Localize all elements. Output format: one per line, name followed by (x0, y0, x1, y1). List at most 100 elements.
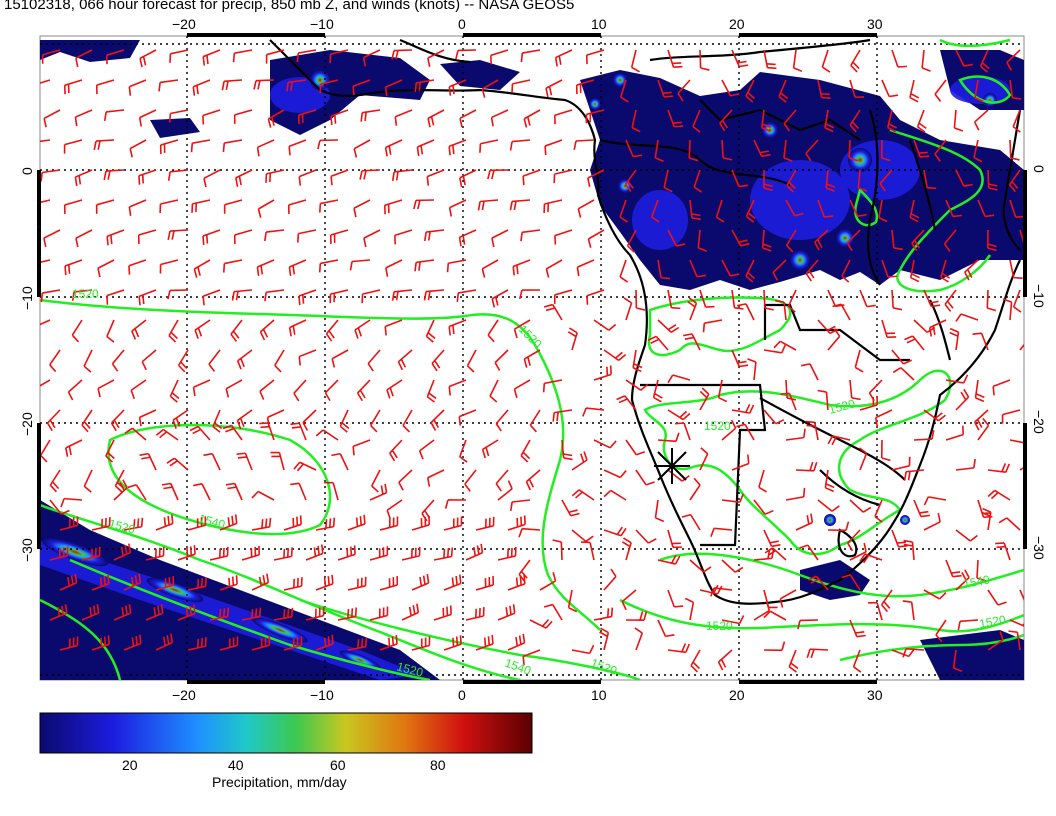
wind-barb (657, 432, 680, 443)
wind-barb (221, 79, 243, 91)
wind-barb (448, 139, 467, 156)
wind-barb (621, 537, 632, 561)
wind-barb (369, 483, 388, 501)
lon-labels-bottom: −20 −10 0 10 20 30 (172, 687, 883, 703)
wind-barb (731, 49, 749, 68)
wind-barb (957, 619, 979, 631)
wind-barb (571, 529, 594, 543)
wind-barb (935, 619, 947, 643)
wind-barb (259, 379, 275, 400)
wind-barb (159, 259, 179, 274)
wind-barb (455, 49, 477, 60)
lon-tick-label: 20 (729, 687, 745, 703)
lon-tick-label: −10 (310, 687, 334, 703)
wind-barb (758, 469, 768, 493)
wind-barb (554, 229, 573, 245)
wind-barb (553, 289, 573, 304)
wind-barb (977, 199, 995, 218)
wind-barb (481, 79, 499, 98)
wind-barb (849, 109, 861, 133)
wind-barb (352, 439, 371, 456)
wind-barb (507, 574, 526, 591)
wind-barb (634, 627, 644, 651)
wind-barb (456, 289, 477, 302)
wind-barb (731, 403, 755, 414)
wind-barb (138, 289, 157, 306)
wind-barb (448, 379, 467, 396)
wind-barb (475, 634, 494, 651)
wind-barb (331, 349, 349, 368)
wind-barb (296, 49, 317, 63)
contour-label: 1520 (72, 287, 99, 301)
wind-barb (208, 349, 221, 372)
wind-barb (124, 427, 147, 441)
wind-barb (187, 516, 207, 531)
wind-barb (955, 569, 970, 591)
wind-barb (202, 109, 221, 125)
wind-barb (356, 379, 371, 402)
wind-barb (75, 229, 93, 248)
wind-barb (283, 515, 302, 531)
wind-barb (625, 379, 649, 391)
wind-barb (849, 379, 861, 401)
wind-barb (849, 499, 872, 513)
wind-barb (49, 604, 68, 621)
wind-barb (430, 409, 445, 431)
wind-barb (398, 469, 413, 491)
wind-barb (616, 395, 637, 411)
wind-barb (446, 259, 467, 273)
wind-barb (944, 289, 957, 312)
wind-barb (40, 139, 51, 143)
wind-barb (319, 79, 339, 94)
wind-barb (402, 409, 413, 433)
wind-barb (902, 600, 915, 621)
wind-barb (83, 349, 93, 373)
wind-barb (394, 109, 413, 126)
wind-barb (259, 422, 275, 441)
wind-barb (923, 409, 946, 422)
wind-barb (187, 577, 207, 591)
wind-barb (903, 539, 915, 561)
wind-barb (667, 289, 681, 310)
wind-barb (155, 514, 174, 531)
wind-barb (423, 289, 445, 301)
wind-barb (137, 229, 157, 245)
wind-barb (128, 199, 147, 216)
wind-barb (553, 169, 573, 184)
wind-barb (518, 527, 541, 538)
wind-barb (475, 575, 495, 591)
wind-barb (603, 349, 627, 362)
wind-barb (934, 139, 947, 162)
wind-barb (582, 407, 605, 417)
wind-barb (425, 319, 436, 343)
wind-barb (792, 49, 803, 73)
height-contours (40, 38, 1024, 680)
wind-barb (795, 461, 818, 472)
wind-barb (859, 289, 876, 308)
wind-barb (361, 289, 381, 304)
contour-label: 1520 (395, 659, 425, 680)
wind-barb (945, 425, 964, 441)
wind-barb (625, 139, 643, 158)
wind-barb (1019, 343, 1024, 351)
wind-barb (270, 451, 285, 471)
wind-barb (394, 229, 413, 245)
wind-barb (40, 79, 51, 84)
lat-labels-left: 0 −10 −20 −30 (19, 167, 35, 562)
lat-tick-label: −20 (19, 412, 35, 436)
wind-barb (552, 409, 573, 422)
wind-barb (49, 546, 69, 561)
wind-barb (800, 363, 819, 381)
wind-barb (635, 469, 655, 486)
wind-barb (567, 327, 578, 351)
wind-barb (667, 643, 691, 654)
lon-tick-label: 20 (729, 16, 745, 32)
wind-barb (298, 289, 317, 306)
wind-barb (1009, 259, 1023, 279)
wind-barb (253, 79, 275, 90)
wind-barb (849, 542, 867, 561)
wind-barb (232, 49, 253, 63)
wind-barb (814, 229, 829, 251)
wind-barb (302, 409, 317, 431)
